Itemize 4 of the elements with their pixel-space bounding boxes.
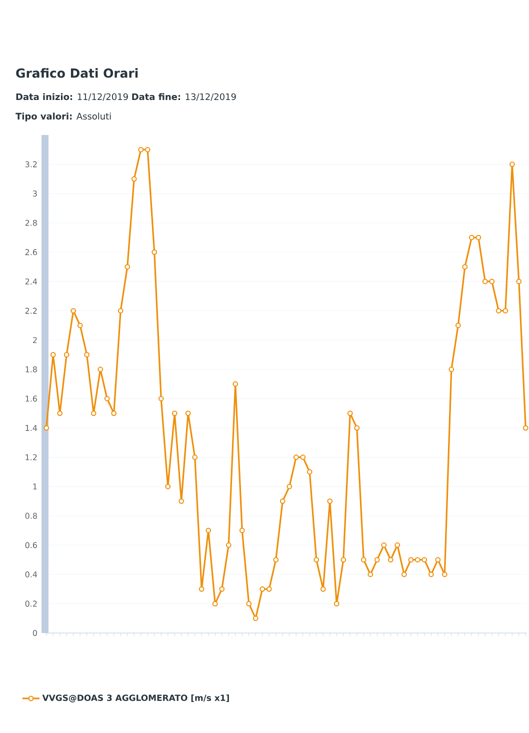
legend-label: VVGS@DOAS 3 AGGLOMERATO [m/s x1] [42,694,229,702]
chart-title: Grafico Dati Orari [16,68,138,78]
text: Tipo valori: Assoluti [16,112,111,122]
chart-subtitle: Data inizio: 11/12/2019 Data fine: 13/12/2019 [16,93,236,101]
